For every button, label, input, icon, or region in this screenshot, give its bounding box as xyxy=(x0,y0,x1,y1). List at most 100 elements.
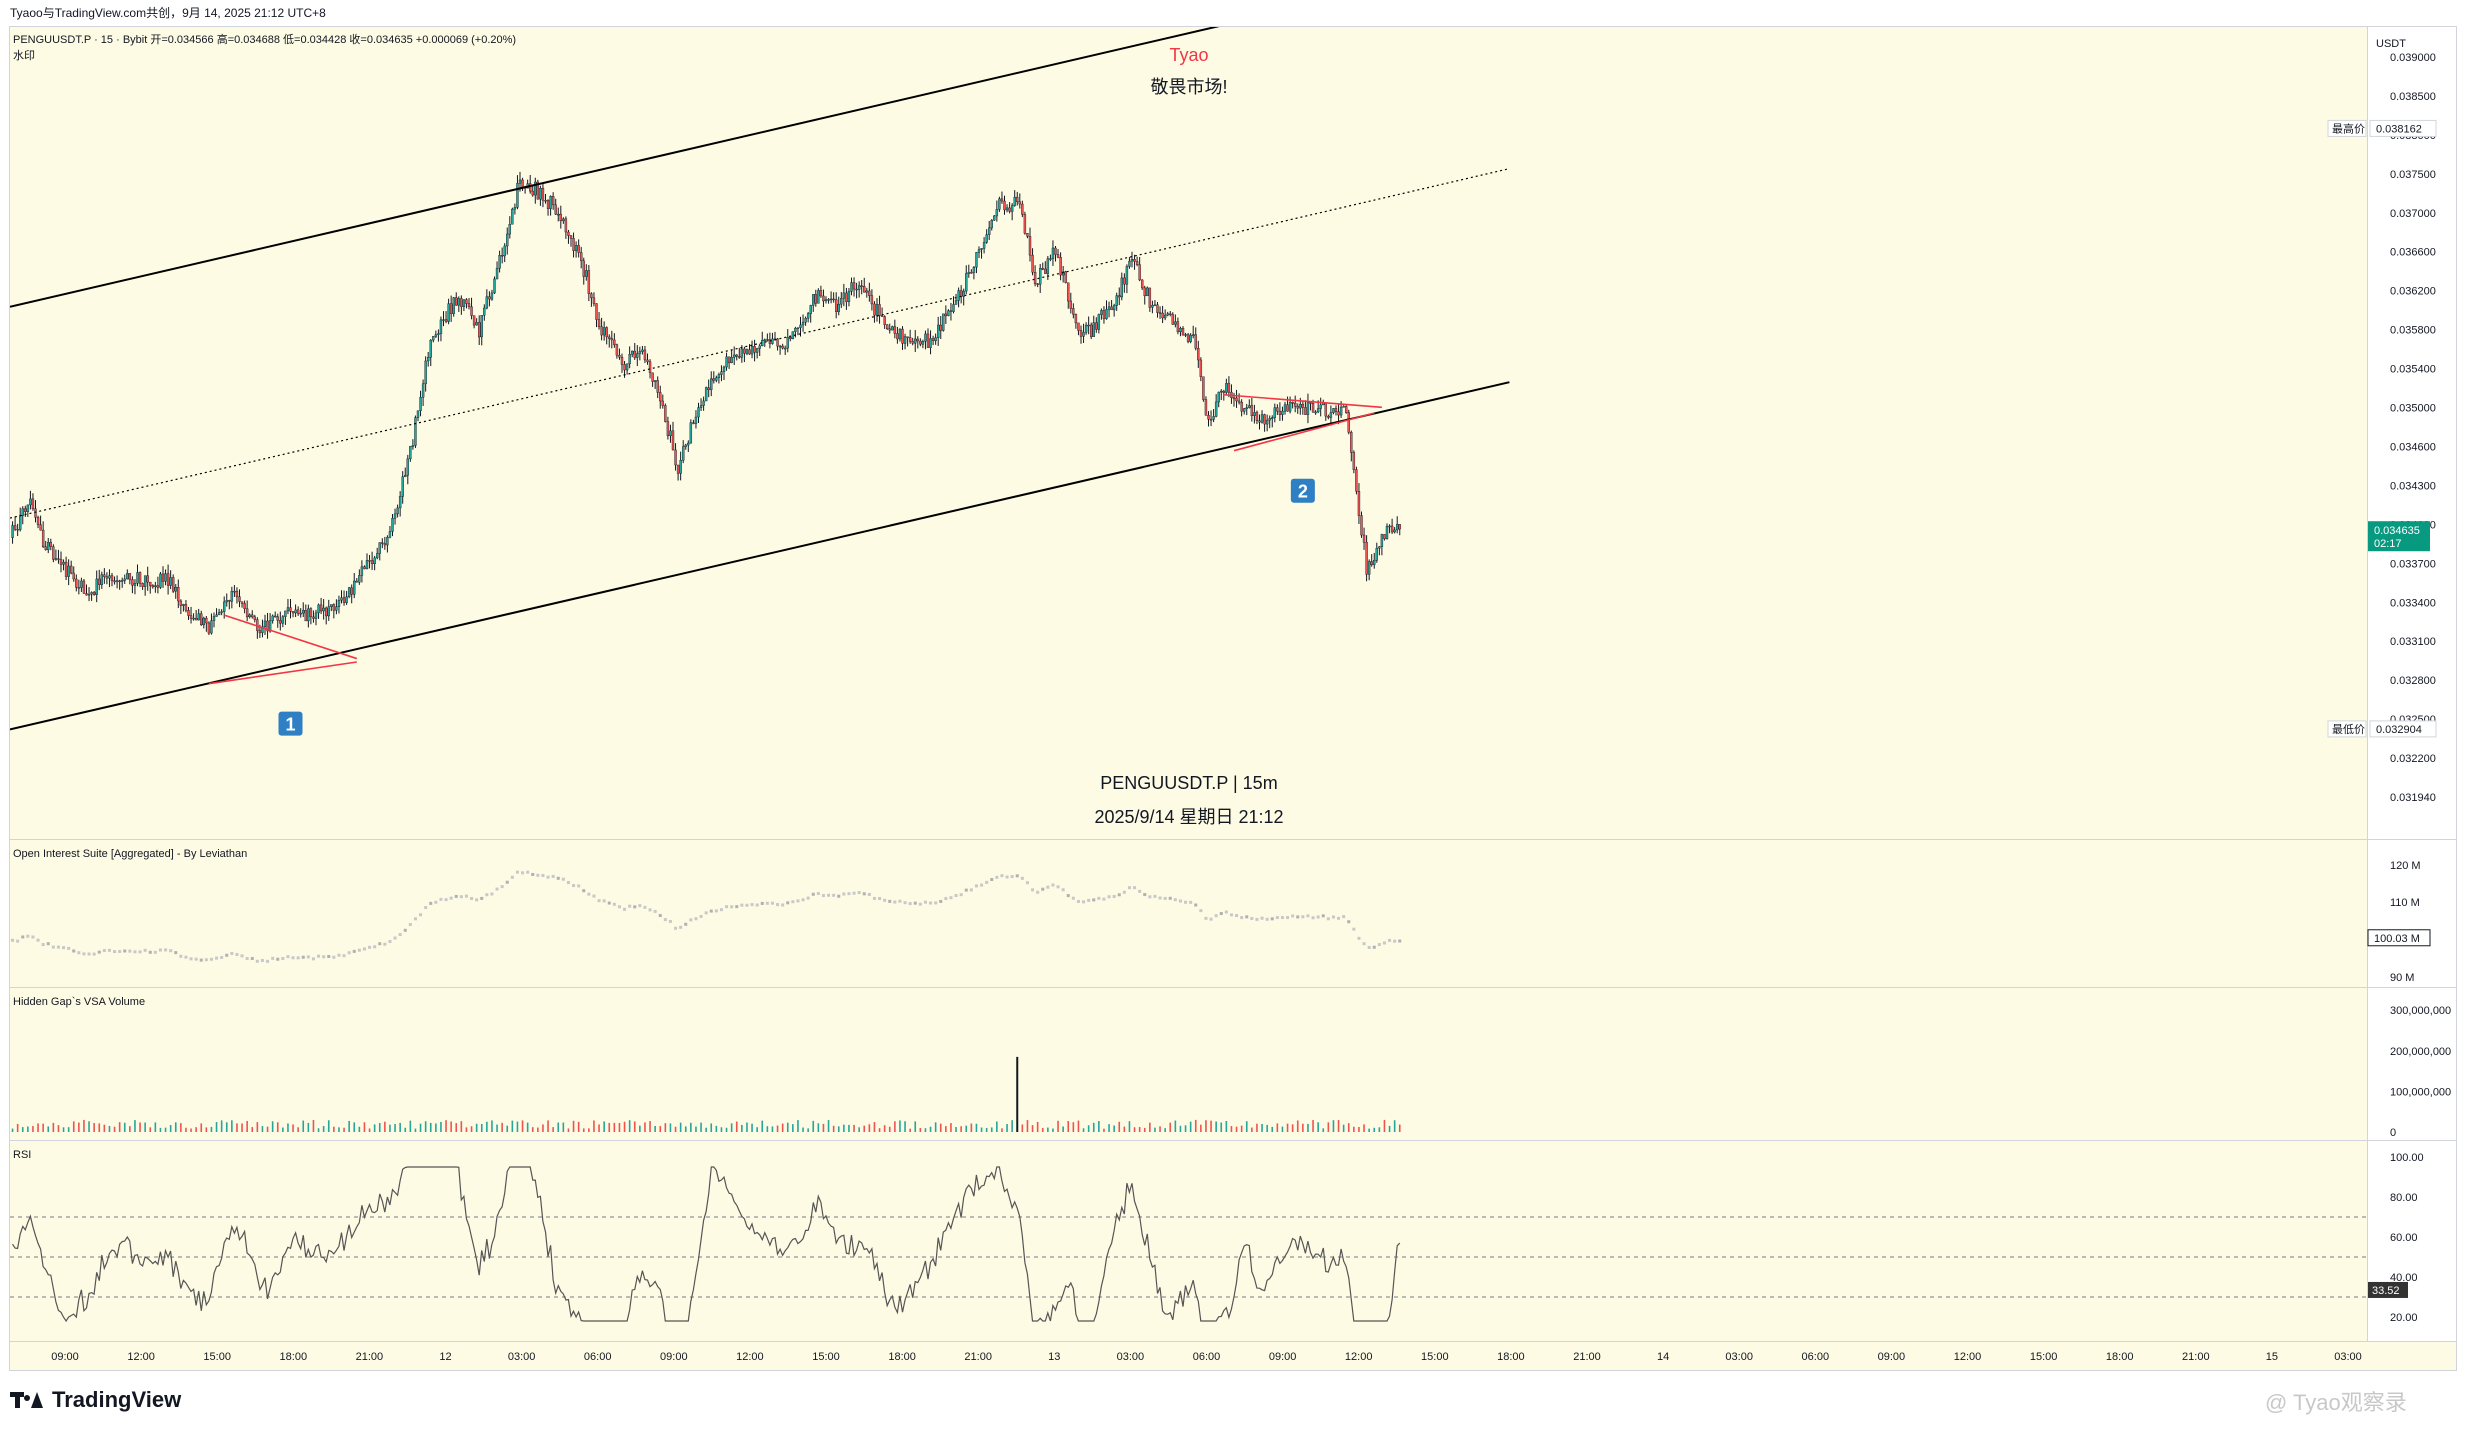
candle xyxy=(409,445,412,462)
candle xyxy=(1161,305,1164,324)
candle xyxy=(77,579,81,595)
candle xyxy=(875,298,879,322)
candle-body xyxy=(1250,405,1254,417)
currency-label[interactable]: USDT xyxy=(2376,38,2406,50)
triangle-lower-line[interactable] xyxy=(208,661,357,685)
candle xyxy=(1069,292,1073,314)
candle-body xyxy=(207,622,211,634)
candle xyxy=(954,293,958,305)
channel-lower-line[interactable] xyxy=(9,381,1510,731)
candle-body xyxy=(1227,383,1231,393)
candle-body xyxy=(1156,304,1159,313)
candle xyxy=(1084,322,1088,335)
candle-body xyxy=(355,580,358,583)
time-tick-label: 03:00 xyxy=(508,1351,536,1363)
oi-last-box xyxy=(2367,929,2431,947)
candle xyxy=(59,551,63,573)
candle-body xyxy=(449,303,453,314)
candle xyxy=(291,611,295,618)
candle xyxy=(391,513,394,537)
candle xyxy=(1268,415,1271,429)
candle xyxy=(360,560,364,583)
candle xyxy=(697,402,700,424)
chart-container[interactable]: 12 0.0390000.0385000.0380000.0375000.037… xyxy=(9,15,2457,1371)
candle-body xyxy=(684,444,687,447)
candle xyxy=(1306,393,1310,424)
price-tick-label: 0.034300 xyxy=(2390,480,2436,492)
candle xyxy=(557,207,560,222)
candle xyxy=(263,614,267,635)
channel-mid-line[interactable] xyxy=(9,168,1510,519)
oi-pane-bg[interactable] xyxy=(10,840,2367,987)
candle xyxy=(1393,527,1396,534)
candle-body xyxy=(781,345,784,349)
candle-body xyxy=(952,304,955,312)
candle-body xyxy=(513,207,517,210)
candle-body xyxy=(335,606,338,611)
candle-body xyxy=(100,574,104,585)
candle xyxy=(1143,285,1146,305)
candle-body xyxy=(108,575,111,579)
candle xyxy=(299,608,302,618)
candle xyxy=(192,613,195,621)
candle-body xyxy=(1248,405,1251,408)
candle xyxy=(717,372,721,384)
candle xyxy=(245,600,249,622)
oi-bar xyxy=(541,873,545,877)
triangle-upper-line[interactable] xyxy=(223,614,358,660)
candle-body xyxy=(860,285,863,287)
candle xyxy=(937,316,940,346)
price-pane-bg[interactable] xyxy=(10,27,2367,839)
candle-body xyxy=(511,208,514,225)
time-axis-bg[interactable] xyxy=(10,1341,2456,1370)
candle-body xyxy=(748,349,751,355)
candle-body xyxy=(1110,306,1113,311)
candle-body xyxy=(411,445,415,447)
candle xyxy=(455,292,458,306)
candle xyxy=(886,324,889,330)
triangle-upper-line[interactable] xyxy=(1223,393,1382,409)
candle-body xyxy=(592,297,596,304)
candle-body xyxy=(572,238,575,251)
candle-body xyxy=(444,319,448,322)
volume-pane-bg[interactable] xyxy=(10,988,2367,1140)
time-tick-label: 03:00 xyxy=(1725,1351,1753,1363)
last-price-tag[interactable] xyxy=(2368,521,2430,552)
candle-body xyxy=(1069,300,1073,309)
oi-bar xyxy=(495,887,499,891)
rsi-path xyxy=(12,1166,1401,1323)
candle xyxy=(914,330,917,352)
chart-svg[interactable]: 12 0.0390000.0385000.0380000.0375000.037… xyxy=(9,15,2456,1370)
candle-body xyxy=(1038,268,1042,285)
candle-body xyxy=(972,266,976,273)
oi-bar xyxy=(311,957,315,961)
candle xyxy=(182,603,185,612)
candle-body xyxy=(1260,414,1264,423)
candle-body xyxy=(801,321,805,326)
tradingview-logo-icon xyxy=(10,1392,44,1408)
rsi-pane-bg[interactable] xyxy=(10,1141,2367,1341)
candle xyxy=(1166,311,1169,317)
candle xyxy=(778,344,782,355)
oi-bar xyxy=(102,949,106,953)
candle xyxy=(381,538,384,549)
candle-body xyxy=(1398,524,1401,530)
candle xyxy=(1179,326,1182,337)
oi-bar xyxy=(255,959,259,963)
candle-body xyxy=(200,613,203,626)
candle-body xyxy=(1271,417,1274,419)
channel-upper-line[interactable] xyxy=(9,15,1260,308)
triangle-lower-line[interactable] xyxy=(1233,412,1375,452)
oi-bar xyxy=(408,923,412,927)
candle xyxy=(641,345,644,355)
candle-body xyxy=(312,616,315,619)
candle xyxy=(1102,306,1106,324)
candle-body xyxy=(220,611,223,613)
oi-bar xyxy=(934,901,938,905)
candle-body xyxy=(985,234,988,243)
pattern-marker[interactable] xyxy=(278,711,303,736)
oi-bar xyxy=(827,893,831,897)
pattern-marker[interactable] xyxy=(1290,478,1315,503)
oi-bar xyxy=(801,898,805,902)
price-axis-bg[interactable] xyxy=(2367,27,2456,1341)
